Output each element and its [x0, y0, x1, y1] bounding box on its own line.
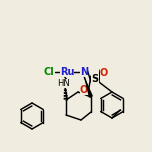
- Text: HN: HN: [57, 78, 69, 88]
- Text: Ru: Ru: [60, 67, 74, 77]
- Text: Cl: Cl: [44, 67, 54, 77]
- Text: S: S: [92, 74, 98, 84]
- Text: O: O: [100, 68, 108, 78]
- Polygon shape: [84, 76, 93, 98]
- Text: N: N: [80, 67, 88, 77]
- Text: O: O: [80, 85, 88, 95]
